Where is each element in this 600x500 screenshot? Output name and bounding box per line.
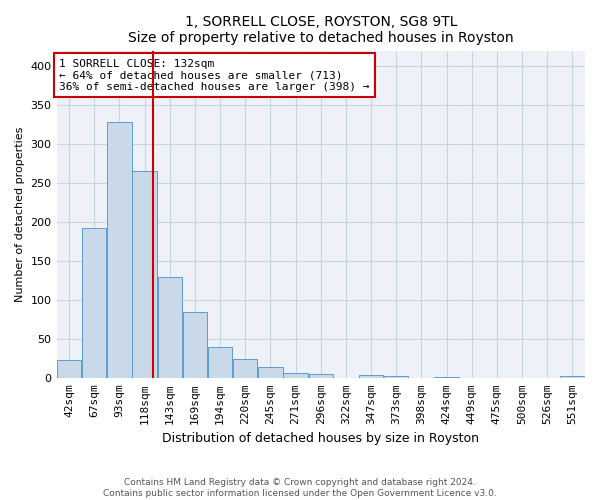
Bar	[308, 374, 333, 378]
Bar	[208, 347, 232, 378]
Bar	[283, 373, 308, 378]
Bar	[233, 359, 257, 378]
Bar	[384, 376, 409, 378]
Y-axis label: Number of detached properties: Number of detached properties	[15, 126, 25, 302]
Bar	[258, 368, 283, 378]
Bar	[183, 312, 207, 378]
Title: 1, SORRELL CLOSE, ROYSTON, SG8 9TL
Size of property relative to detached houses : 1, SORRELL CLOSE, ROYSTON, SG8 9TL Size …	[128, 15, 514, 45]
Bar	[158, 277, 182, 378]
Text: Contains HM Land Registry data © Crown copyright and database right 2024.
Contai: Contains HM Land Registry data © Crown c…	[103, 478, 497, 498]
X-axis label: Distribution of detached houses by size in Royston: Distribution of detached houses by size …	[162, 432, 479, 445]
Bar	[560, 376, 584, 378]
Bar	[57, 360, 82, 378]
Bar	[82, 228, 106, 378]
Bar	[434, 376, 459, 378]
Bar	[359, 375, 383, 378]
Bar	[107, 122, 131, 378]
Bar	[133, 172, 157, 378]
Text: 1 SORRELL CLOSE: 132sqm
← 64% of detached houses are smaller (713)
36% of semi-d: 1 SORRELL CLOSE: 132sqm ← 64% of detache…	[59, 58, 370, 92]
